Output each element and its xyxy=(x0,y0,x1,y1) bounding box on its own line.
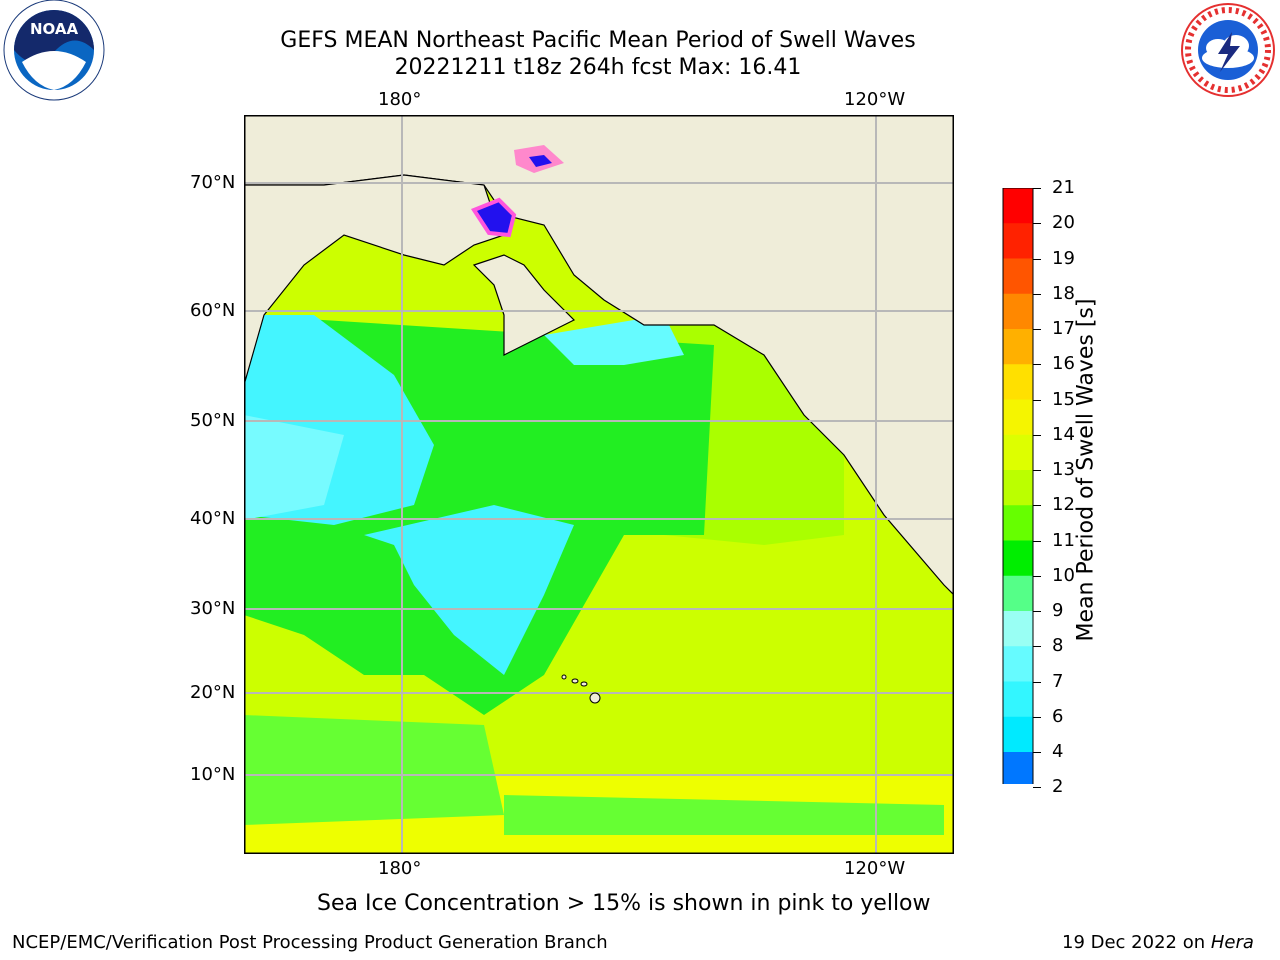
lat-label-10n: 10°N xyxy=(190,764,236,785)
colorbar-band xyxy=(1003,575,1033,612)
lat-label-60n: 60°N xyxy=(190,300,236,321)
colorbar-band xyxy=(1003,188,1033,224)
colorbar-tick xyxy=(1033,575,1041,577)
colorbar-band xyxy=(1003,681,1033,718)
colorbar-tick-label: 19 xyxy=(1052,247,1075,269)
colorbar-tick xyxy=(1033,364,1041,366)
colorbar-tick xyxy=(1033,258,1041,260)
colorbar-tick xyxy=(1033,505,1041,507)
colorbar-band xyxy=(1003,364,1033,400)
colorbar-band xyxy=(1003,293,1033,330)
chart-title: GEFS MEAN Northeast Pacific Mean Period … xyxy=(280,28,916,53)
colorbar-band xyxy=(1003,540,1033,577)
sea-ice-caption: Sea Ice Concentration > 15% is shown in … xyxy=(317,891,931,916)
colorbar-tick xyxy=(1033,787,1041,789)
map-panel xyxy=(244,115,954,854)
colorbar-band xyxy=(1003,470,1033,506)
colorbar-band xyxy=(1003,505,1033,541)
nws-logo xyxy=(1178,2,1278,102)
colorbar-band xyxy=(1003,752,1033,788)
colorbar-band xyxy=(1003,434,1033,471)
colorbar-tick-label: 2 xyxy=(1052,776,1064,798)
colorbar xyxy=(1002,187,1034,815)
lon-label-bottom-120w: 120°W xyxy=(844,858,906,879)
colorbar-tick xyxy=(1033,646,1041,648)
lon-label-bottom-180: 180° xyxy=(378,858,422,879)
colorbar-tick-label: 11 xyxy=(1052,529,1075,551)
noaa-logo: NOAA xyxy=(2,0,106,104)
footer-date-text: 19 Dec 2022 on xyxy=(1062,932,1211,953)
colorbar-band xyxy=(1003,611,1033,647)
footer-credit: NCEP/EMC/Verification Post Processing Pr… xyxy=(12,932,608,953)
lat-label-40n: 40°N xyxy=(190,508,236,529)
colorbar-tick xyxy=(1033,681,1041,683)
colorbar-tick xyxy=(1033,470,1041,471)
colorbar-tick xyxy=(1033,188,1041,189)
colorbar-tick-label: 17 xyxy=(1052,318,1075,339)
colorbar-band xyxy=(1003,716,1033,753)
colorbar-tick-label: 9 xyxy=(1052,600,1064,621)
colorbar-band xyxy=(1003,223,1033,259)
colorbar-tick-label: 10 xyxy=(1052,564,1075,586)
footer-host: Hera xyxy=(1210,932,1254,953)
colorbar-tick xyxy=(1033,223,1041,225)
colorbar-tick xyxy=(1033,434,1041,436)
colorbar-tick-label: 4 xyxy=(1052,741,1064,762)
lon-label-top-180: 180° xyxy=(378,89,422,110)
colorbar-band xyxy=(1003,399,1033,436)
colorbar-label: Mean Period of Swell Waves [s] xyxy=(1073,298,1099,642)
map-canvas xyxy=(244,115,954,854)
colorbar-tick-label: 15 xyxy=(1052,388,1075,410)
colorbar-tick-label: 8 xyxy=(1052,635,1064,657)
colorbar-tick-label: 13 xyxy=(1052,459,1075,480)
colorbar-tick xyxy=(1033,293,1041,295)
colorbar-tick-label: 12 xyxy=(1052,494,1075,516)
footer-date: 19 Dec 2022 on Hera xyxy=(1062,932,1254,953)
svg-text:NOAA: NOAA xyxy=(30,20,79,38)
colorbar-tick-label: 7 xyxy=(1052,670,1064,692)
colorbar-tick xyxy=(1033,752,1041,753)
colorbar-tick xyxy=(1033,329,1041,330)
colorbar-tick xyxy=(1033,540,1041,542)
chart-subtitle: 20221211 t18z 264h fcst Max: 16.41 xyxy=(394,55,802,80)
colorbar-tick xyxy=(1033,716,1041,718)
colorbar-tick-label: 16 xyxy=(1052,353,1075,375)
colorbar-tick-label: 20 xyxy=(1052,212,1075,234)
colorbar-band xyxy=(1003,646,1033,682)
lat-label-50n: 50°N xyxy=(190,410,236,431)
lat-label-20n: 20°N xyxy=(190,682,236,703)
colorbar-tick-label: 6 xyxy=(1052,705,1064,727)
colorbar-tick xyxy=(1033,399,1041,401)
colorbar-band xyxy=(1003,329,1033,365)
colorbar-tick-label: 21 xyxy=(1052,177,1075,198)
colorbar-tick-label: 18 xyxy=(1052,282,1075,304)
lat-label-70n: 70°N xyxy=(190,172,236,193)
colorbar-band xyxy=(1003,258,1033,295)
lon-label-top-120w: 120°W xyxy=(844,89,906,110)
colorbar-tick-label: 14 xyxy=(1052,423,1075,445)
lat-label-30n: 30°N xyxy=(190,598,236,619)
colorbar-tick xyxy=(1033,611,1041,612)
